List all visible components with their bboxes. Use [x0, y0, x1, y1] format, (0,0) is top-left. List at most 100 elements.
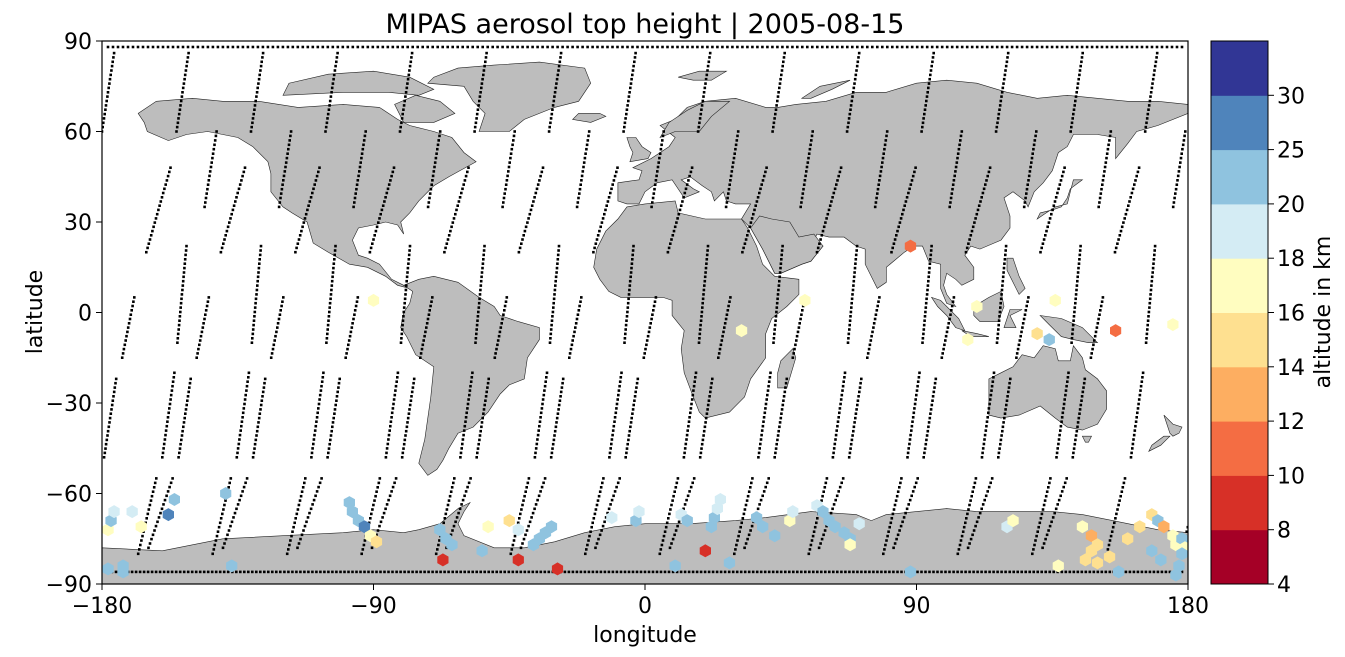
track-dot [822, 533, 825, 537]
track-dot [932, 570, 935, 574]
track-dot [668, 512, 671, 516]
track-dot [412, 381, 415, 385]
track-dot [351, 45, 355, 49]
track-dot [471, 371, 474, 375]
track-dot [197, 347, 200, 351]
track-dot [929, 249, 933, 252]
track-dot [538, 424, 541, 428]
track-dot [703, 570, 707, 574]
track-dot [858, 386, 862, 389]
track-dot [112, 51, 116, 55]
track-dot [394, 384, 398, 388]
aerosol-point [1052, 559, 1064, 573]
track-dot [551, 45, 554, 49]
track-dot [334, 64, 337, 68]
track-dot [277, 205, 281, 209]
track-dot [597, 494, 601, 498]
track-dot [179, 442, 182, 446]
track-dot [625, 112, 628, 116]
track-dot [257, 266, 261, 270]
track-dot [391, 570, 394, 574]
track-dot [311, 570, 314, 574]
track-dot [162, 570, 166, 574]
track-dot [243, 402, 246, 406]
track-dot [404, 91, 408, 94]
track-dot [219, 250, 223, 254]
track-dot [645, 339, 649, 342]
track-dot [704, 82, 707, 85]
track-dot [203, 205, 206, 209]
track-dot [703, 425, 707, 429]
track-dot [477, 301, 481, 305]
track-dot [419, 570, 422, 574]
track-dot [656, 170, 659, 173]
track-dot [390, 490, 393, 493]
track-dot [623, 341, 626, 344]
track-dot [480, 275, 483, 279]
track-dot [334, 403, 337, 407]
track-dot [1172, 201, 1176, 204]
track-dot [170, 570, 174, 574]
track-dot [13, 503, 16, 506]
track-dot [885, 134, 888, 138]
track-dot [1056, 191, 1059, 195]
track-dot [165, 179, 169, 182]
orbit-track [296, 477, 323, 550]
track-dot [587, 570, 591, 574]
track-dot [10, 512, 13, 515]
track-dot [913, 170, 916, 174]
track-dot [1181, 143, 1185, 147]
track-dot [1131, 442, 1135, 446]
track-dot [251, 117, 255, 120]
track-dot [661, 45, 664, 49]
track-dot [850, 306, 853, 309]
track-dot [828, 204, 832, 207]
track-dot [281, 45, 285, 49]
orbit-track [145, 166, 172, 254]
track-dot [673, 225, 677, 229]
track-dot [206, 45, 210, 49]
track-dot [77, 534, 80, 537]
track-dot [549, 117, 553, 120]
track-dot [378, 217, 381, 220]
track-dot [830, 200, 833, 203]
track-dot [820, 499, 823, 502]
aerosol-point [482, 520, 494, 534]
track-dot [606, 511, 609, 515]
track-dot [892, 546, 895, 550]
track-dot [279, 309, 282, 312]
track-dot [534, 451, 537, 455]
orbit-track [175, 51, 190, 133]
track-dot [238, 183, 242, 186]
track-dot [469, 380, 473, 383]
track-dot [455, 570, 458, 574]
track-dot [251, 121, 254, 125]
track-dot [696, 45, 699, 49]
land-tasmania [1081, 435, 1092, 443]
track-dot [475, 570, 478, 574]
track-dot [518, 517, 521, 520]
track-dot [211, 552, 214, 556]
track-dot [542, 481, 545, 485]
track-dot [510, 147, 514, 151]
track-dot [704, 266, 708, 270]
track-dot [731, 165, 734, 169]
track-dot [1092, 343, 1095, 347]
track-dot [626, 45, 629, 49]
land-madagascar [777, 348, 797, 389]
track-dot [551, 442, 555, 446]
track-dot [162, 503, 165, 506]
track-dot [778, 271, 782, 274]
track-dot [486, 386, 489, 389]
track-dot [782, 60, 785, 64]
track-dot [1160, 570, 1164, 574]
track-dot [916, 570, 919, 574]
track-dot [444, 246, 447, 250]
track-dot [183, 416, 186, 420]
track-dot [404, 434, 407, 437]
track-dot [86, 508, 89, 511]
track-dot [831, 507, 834, 511]
track-dot [120, 356, 124, 359]
track-dot [1072, 315, 1076, 318]
track-dot [318, 393, 322, 397]
